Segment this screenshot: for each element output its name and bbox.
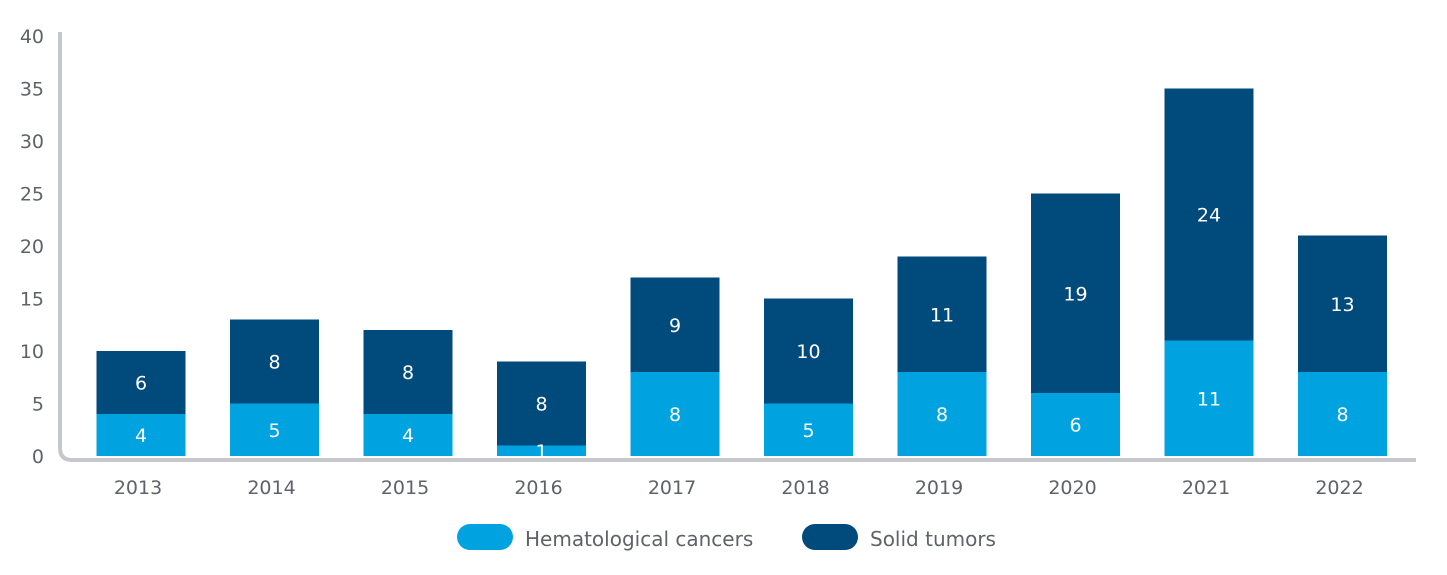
bar-segment-hematological-2022	[1298, 372, 1387, 456]
bar-segment-hematological-2013	[96, 414, 186, 456]
bar-segment-solid-2022	[1298, 235, 1387, 372]
bar-segment-solid-2013	[96, 351, 186, 414]
bar-segment-solid-2018	[764, 298, 853, 404]
x-tick-label: 2020	[1048, 477, 1096, 499]
bar-segment-solid-2016	[497, 361, 586, 446]
legend-label: Hematological cancers	[525, 527, 753, 551]
data-label: 24	[1197, 205, 1221, 227]
bar-segment-hematological-2017	[630, 372, 720, 456]
data-label: 4	[402, 425, 414, 447]
bar-segment-hematological-2018	[764, 403, 853, 456]
x-tick-label: 2017	[648, 477, 696, 499]
bar-segment-solid-2014	[230, 319, 319, 404]
x-tick-label: 2021	[1182, 477, 1230, 499]
bar-segment-solid-2019	[897, 256, 987, 372]
bar-segment-solid-2021	[1164, 88, 1254, 341]
legend-swatch	[457, 524, 513, 550]
bar-segment-hematological-2021	[1164, 340, 1254, 456]
data-label: 10	[796, 341, 820, 363]
y-tick-label: 35	[20, 79, 44, 101]
data-label: 19	[1063, 283, 1087, 305]
y-tick-label: 40	[20, 26, 44, 48]
data-label: 5	[268, 420, 280, 442]
bar-labels: 4 6 5 8 4 8 1 8 8 9 5 10 8 11 6 19 11 24 8 13	[135, 205, 1355, 463]
bar-segment-solid-2015	[363, 330, 453, 414]
data-label: 11	[1197, 388, 1221, 410]
y-tick-label: 25	[20, 184, 44, 206]
bar-segment-solid-2020	[1031, 193, 1120, 393]
bar-segment-hematological-2015	[363, 414, 453, 456]
data-label: 4	[135, 425, 147, 447]
legend-label: Solid tumors	[870, 527, 996, 551]
bar-segment-hematological-2019	[897, 372, 987, 456]
data-label: 9	[669, 315, 681, 337]
data-label: 13	[1330, 294, 1354, 316]
x-tick-label: 2014	[247, 477, 295, 499]
bar-segment-hematological-2014	[230, 403, 319, 456]
y-tick-label: 20	[20, 236, 44, 258]
x-axis-ticks: 2013 2014 2015 2016 2017 2018 2019 2020 2021 2022	[114, 477, 1364, 499]
y-tick-label: 15	[20, 289, 44, 311]
x-tick-label: 2019	[915, 477, 963, 499]
data-label: 11	[930, 304, 954, 326]
data-label: 8	[535, 394, 547, 416]
x-tick-label: 2016	[514, 477, 562, 499]
data-label: 5	[802, 420, 814, 442]
y-axis-ticks: 0 5 10 15 20 25 30 35 40	[20, 26, 44, 468]
data-label: 8	[1336, 404, 1348, 426]
y-tick-label: 10	[20, 341, 44, 363]
y-tick-label: 5	[32, 394, 44, 416]
data-label: 8	[268, 352, 280, 374]
legend-swatch	[802, 524, 858, 550]
bar-segment-hematological-2016	[497, 445, 586, 456]
x-tick-label: 2013	[114, 477, 162, 499]
bars	[96, 88, 1387, 456]
data-label: 8	[669, 404, 681, 426]
data-label: 1	[535, 441, 547, 463]
bar-segment-hematological-2020	[1031, 393, 1120, 456]
y-tick-label: 0	[32, 446, 44, 468]
x-tick-label: 2018	[781, 477, 829, 499]
data-label: 8	[402, 362, 414, 384]
axis-frame	[58, 32, 1416, 462]
data-label: 6	[1069, 415, 1081, 437]
data-label: 8	[936, 404, 948, 426]
bar-segment-solid-2017	[630, 277, 720, 372]
x-tick-label: 2022	[1315, 477, 1363, 499]
y-tick-label: 30	[20, 131, 44, 153]
data-label: 6	[135, 373, 147, 395]
x-tick-label: 2015	[381, 477, 429, 499]
legend: Hematological cancers Solid tumors	[457, 524, 996, 551]
